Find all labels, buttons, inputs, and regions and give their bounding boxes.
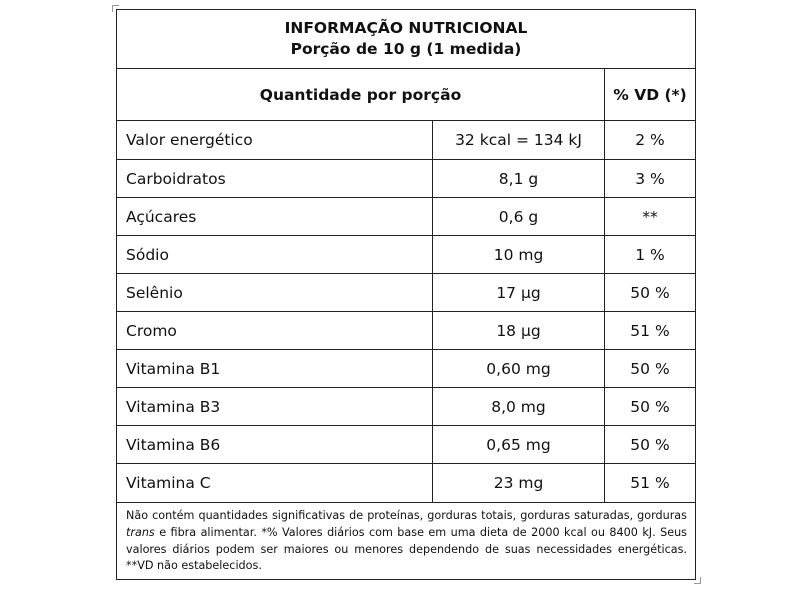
nutrient-name: Cromo bbox=[126, 321, 177, 340]
nutrient-amount: 10 mg bbox=[432, 236, 604, 273]
nutrient-name: Vitamina B1 bbox=[126, 359, 221, 378]
nutrient-name: Sódio bbox=[126, 245, 169, 264]
table-subtitle: Porção de 10 g (1 medida) bbox=[290, 40, 522, 58]
table-row: Cromo 18 µg 51 % bbox=[117, 311, 695, 349]
header-quantity-label: Quantidade por porção bbox=[259, 85, 462, 104]
nutrient-amount: 0,60 mg bbox=[432, 350, 604, 387]
nutrient-amount: 23 mg bbox=[432, 464, 604, 502]
table-row: Sódio 10 mg 1 % bbox=[117, 235, 695, 273]
header-vd-label: % VD (*) bbox=[604, 69, 695, 120]
nutrient-vd: ** bbox=[604, 198, 695, 235]
nutrient-vd: 50 % bbox=[604, 388, 695, 425]
nutrient-vd: 1 % bbox=[604, 236, 695, 273]
nutrient-amount: 0,6 g bbox=[432, 198, 604, 235]
table-row: Selênio 17 µg 50 % bbox=[117, 273, 695, 311]
footnote-text-italic: trans bbox=[126, 525, 155, 539]
table-row: Açúcares 0,6 g ** bbox=[117, 197, 695, 235]
corner-mark-bottom-right bbox=[694, 577, 701, 584]
table-title-block: INFORMAÇÃO NUTRICIONAL Porção de 10 g (1… bbox=[117, 10, 695, 68]
table-footnote: Não contém quantidades significativas de… bbox=[117, 502, 695, 581]
table-title: INFORMAÇÃO NUTRICIONAL bbox=[284, 19, 528, 37]
nutrient-amount: 8,0 mg bbox=[432, 388, 604, 425]
nutrient-name: Vitamina C bbox=[126, 474, 211, 492]
nutrient-amount: 32 kcal = 134 kJ bbox=[432, 121, 604, 159]
nutrient-vd: 3 % bbox=[604, 160, 695, 197]
table-row: Carboidratos 8,1 g 3 % bbox=[117, 159, 695, 197]
nutrient-amount: 0,65 mg bbox=[432, 426, 604, 463]
table-row: Valor energético 32 kcal = 134 kJ 2 % bbox=[117, 120, 695, 159]
nutrient-amount: 8,1 g bbox=[432, 160, 604, 197]
nutrient-vd: 50 % bbox=[604, 274, 695, 311]
nutrient-vd: 2 % bbox=[604, 121, 695, 159]
footnote-text-part1: Não contém quantidades significativas de… bbox=[126, 509, 687, 522]
table-row: Vitamina C 23 mg 51 % bbox=[117, 463, 695, 502]
nutrient-amount: 17 µg bbox=[432, 274, 604, 311]
nutrient-name: Carboidratos bbox=[126, 169, 226, 188]
nutrient-vd: 50 % bbox=[604, 350, 695, 387]
nutrient-name: Vitamina B6 bbox=[126, 435, 221, 454]
table-row: Vitamina B3 8,0 mg 50 % bbox=[117, 387, 695, 425]
table-row: Vitamina B6 0,65 mg 50 % bbox=[117, 425, 695, 463]
table-header-row: Quantidade por porção % VD (*) bbox=[117, 68, 695, 120]
nutrient-name: Vitamina B3 bbox=[126, 397, 221, 416]
nutrient-name: Valor energético bbox=[126, 131, 253, 149]
footnote-text-part2: e fibra alimentar. *% Valores diários co… bbox=[126, 525, 687, 573]
nutrient-vd: 50 % bbox=[604, 426, 695, 463]
corner-mark-top-left bbox=[112, 5, 119, 12]
nutrient-vd: 51 % bbox=[604, 464, 695, 502]
table-row: Vitamina B1 0,60 mg 50 % bbox=[117, 349, 695, 387]
nutrient-name: Açúcares bbox=[126, 207, 197, 226]
nutrient-amount: 18 µg bbox=[432, 312, 604, 349]
nutrient-vd: 51 % bbox=[604, 312, 695, 349]
nutrition-table: INFORMAÇÃO NUTRICIONAL Porção de 10 g (1… bbox=[116, 9, 696, 580]
nutrient-name: Selênio bbox=[126, 283, 183, 302]
